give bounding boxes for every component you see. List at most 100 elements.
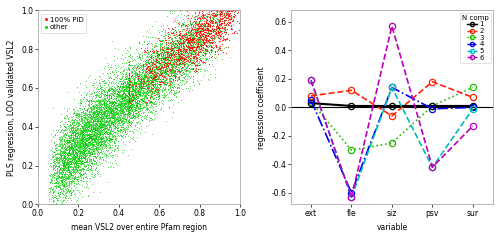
Point bbox=[162, 50, 170, 54]
Point bbox=[82, 146, 90, 150]
Point bbox=[88, 141, 96, 145]
Point bbox=[212, 9, 220, 12]
Point bbox=[194, 45, 202, 49]
Point bbox=[98, 135, 106, 139]
Point bbox=[209, 25, 217, 28]
Point bbox=[107, 65, 115, 69]
Point bbox=[187, 51, 195, 55]
Point bbox=[161, 32, 169, 36]
Point bbox=[90, 129, 98, 133]
Point bbox=[142, 89, 150, 93]
Point bbox=[184, 74, 192, 78]
Point bbox=[80, 115, 88, 119]
Point bbox=[122, 60, 130, 64]
Point bbox=[69, 151, 77, 155]
Point bbox=[53, 157, 61, 161]
Point bbox=[154, 84, 162, 88]
Point bbox=[152, 73, 160, 76]
Point bbox=[57, 170, 65, 174]
Point bbox=[69, 171, 77, 175]
Point bbox=[94, 126, 102, 130]
Point bbox=[150, 62, 158, 65]
Point bbox=[206, 9, 214, 12]
Point bbox=[213, 24, 221, 28]
Point bbox=[198, 40, 206, 44]
Point bbox=[124, 120, 132, 124]
Point bbox=[161, 75, 169, 79]
Point bbox=[210, 36, 218, 40]
Point bbox=[128, 88, 136, 92]
Point bbox=[86, 154, 94, 158]
Point bbox=[192, 48, 200, 52]
Point bbox=[89, 120, 97, 124]
Point bbox=[203, 45, 211, 49]
Point bbox=[96, 105, 104, 109]
Point bbox=[148, 116, 156, 120]
Point bbox=[157, 78, 165, 82]
Point bbox=[216, 24, 224, 28]
Point bbox=[166, 53, 174, 57]
Point bbox=[114, 130, 122, 133]
Point bbox=[130, 113, 138, 117]
Point bbox=[185, 49, 193, 52]
Point bbox=[126, 112, 134, 116]
Point bbox=[126, 63, 134, 66]
Point bbox=[103, 99, 111, 103]
Point bbox=[81, 116, 89, 120]
Point bbox=[74, 161, 82, 165]
Point bbox=[74, 106, 82, 110]
Point bbox=[179, 65, 187, 69]
Point bbox=[126, 89, 134, 93]
Point bbox=[98, 121, 106, 125]
Point bbox=[114, 122, 122, 126]
Point bbox=[156, 56, 164, 60]
Point bbox=[72, 154, 80, 158]
Point bbox=[170, 68, 177, 72]
Point bbox=[103, 96, 111, 99]
Point bbox=[192, 58, 200, 62]
Point bbox=[168, 67, 175, 71]
Point bbox=[84, 114, 92, 118]
Point bbox=[177, 47, 185, 51]
Point bbox=[162, 67, 170, 71]
Point bbox=[154, 79, 162, 83]
Point bbox=[54, 157, 62, 161]
Point bbox=[109, 153, 117, 157]
Point bbox=[125, 76, 133, 80]
Point bbox=[153, 60, 161, 64]
Point bbox=[58, 170, 66, 174]
Point bbox=[142, 104, 150, 108]
Point bbox=[160, 45, 168, 49]
Point bbox=[64, 146, 72, 149]
Point bbox=[164, 57, 172, 60]
Point bbox=[196, 33, 204, 36]
Point bbox=[79, 115, 87, 119]
Point bbox=[67, 188, 75, 192]
Point bbox=[168, 60, 176, 64]
Point bbox=[80, 139, 88, 143]
Point bbox=[98, 108, 106, 112]
Point bbox=[134, 98, 142, 102]
Point bbox=[140, 96, 148, 100]
Point bbox=[124, 128, 132, 131]
Point bbox=[101, 56, 109, 60]
Point bbox=[98, 115, 106, 119]
Point bbox=[86, 134, 94, 138]
Point bbox=[84, 122, 92, 126]
Point bbox=[76, 144, 84, 148]
Point bbox=[174, 52, 182, 56]
Point bbox=[93, 129, 101, 133]
Point bbox=[110, 88, 118, 92]
Point bbox=[152, 61, 160, 65]
Point bbox=[145, 50, 153, 54]
Point bbox=[92, 109, 100, 113]
Point bbox=[165, 76, 173, 80]
Point bbox=[60, 145, 68, 149]
Point bbox=[60, 139, 68, 143]
Point bbox=[106, 86, 114, 90]
Point bbox=[174, 57, 182, 60]
Point bbox=[94, 117, 102, 121]
Point bbox=[148, 67, 156, 71]
Point bbox=[116, 72, 124, 76]
Point bbox=[177, 44, 185, 48]
